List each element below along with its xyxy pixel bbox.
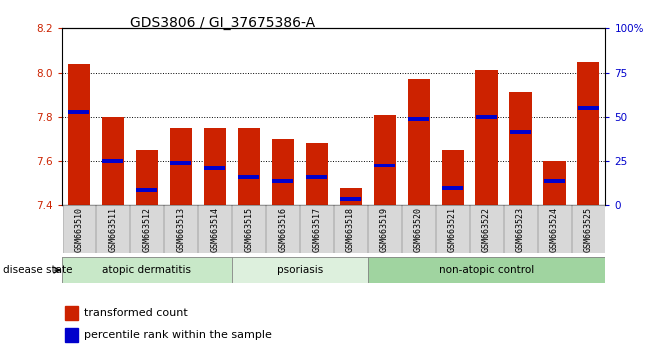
Bar [374,164,395,167]
Bar [64,306,78,320]
Text: GSM663523: GSM663523 [516,207,525,252]
Text: GSM663515: GSM663515 [244,207,253,252]
Text: psoriasis: psoriasis [277,265,323,275]
Text: disease state: disease state [3,265,73,275]
FancyBboxPatch shape [368,257,605,282]
Text: GSM663519: GSM663519 [380,207,389,252]
Bar [306,175,327,178]
Text: atopic dermatitis: atopic dermatitis [102,265,191,275]
Text: GSM663510: GSM663510 [74,207,83,252]
Bar [577,62,600,205]
Bar [578,106,599,110]
Text: transformed count: transformed count [83,308,187,318]
Bar [374,115,396,205]
Bar [238,175,259,178]
FancyBboxPatch shape [538,205,571,253]
Bar [544,179,565,183]
Bar [305,143,327,205]
FancyBboxPatch shape [62,257,605,283]
Bar [136,150,158,205]
FancyBboxPatch shape [266,205,299,253]
Bar [204,166,225,170]
Bar [408,79,430,205]
Text: GDS3806 / GI_37675386-A: GDS3806 / GI_37675386-A [130,16,315,30]
Text: GSM663525: GSM663525 [584,207,593,252]
Bar [510,130,531,134]
FancyBboxPatch shape [96,205,129,253]
Bar [171,161,191,165]
Bar [442,186,463,190]
Bar [204,128,226,205]
Bar [272,179,293,183]
Bar [408,117,429,121]
FancyBboxPatch shape [368,205,401,253]
Bar [510,92,531,205]
FancyBboxPatch shape [572,205,605,253]
Bar [238,128,260,205]
Text: GSM663521: GSM663521 [448,207,457,252]
Bar [102,117,124,205]
FancyBboxPatch shape [470,205,503,253]
Text: GSM663514: GSM663514 [210,207,219,252]
Text: GSM663513: GSM663513 [176,207,186,252]
Bar [271,139,294,205]
Text: GSM663512: GSM663512 [143,207,151,252]
FancyBboxPatch shape [130,205,163,253]
Text: GSM663520: GSM663520 [414,207,423,252]
FancyBboxPatch shape [232,205,265,253]
Bar [476,115,497,119]
Bar [340,188,362,205]
Bar [544,161,566,205]
Bar [441,150,464,205]
Text: percentile rank within the sample: percentile rank within the sample [83,330,271,340]
FancyBboxPatch shape [62,257,232,282]
Text: GSM663522: GSM663522 [482,207,491,252]
Bar [68,110,89,114]
Text: non-atopic control: non-atopic control [439,265,534,275]
Bar [64,327,78,342]
Text: GSM663516: GSM663516 [278,207,287,252]
FancyBboxPatch shape [504,205,537,253]
FancyBboxPatch shape [402,205,435,253]
Text: GSM663518: GSM663518 [346,207,355,252]
FancyBboxPatch shape [199,205,231,253]
FancyBboxPatch shape [436,205,469,253]
FancyBboxPatch shape [165,205,197,253]
Bar [340,197,361,201]
FancyBboxPatch shape [300,205,333,253]
Bar [170,128,192,205]
FancyBboxPatch shape [232,257,368,282]
Text: GSM663524: GSM663524 [550,207,559,252]
FancyBboxPatch shape [335,205,367,253]
Bar [68,64,90,205]
Text: GSM663517: GSM663517 [312,207,321,252]
Bar [475,70,497,205]
Bar [102,159,123,163]
Bar [136,188,158,192]
Text: GSM663511: GSM663511 [108,207,117,252]
FancyBboxPatch shape [62,205,95,253]
